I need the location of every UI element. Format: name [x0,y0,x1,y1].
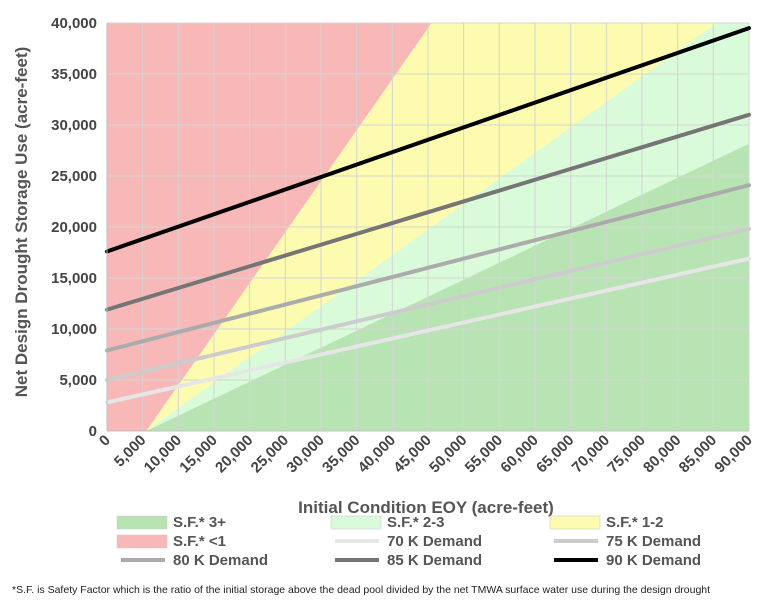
series-line-85-k-demand [105,112,751,312]
x-tick-label: 90,000 [711,432,755,476]
y-tick-label: 20,000 [51,219,97,236]
x-tick-label: 50,000 [426,432,470,476]
y-tick-label: 5,000 [59,372,97,389]
legend-label: S.F.* 1-2 [606,514,664,531]
y-tick-label: 15,000 [51,270,97,287]
x-tick-labels: 05,00010,00015,00020,00025,00030,00035,0… [96,432,756,476]
x-tick-label: 35,000 [319,432,363,476]
y-tick-label: 40,000 [51,15,97,32]
zone-sf-3-plus [146,143,749,431]
x-tick-label: 60,000 [497,432,541,476]
series-line-75-k-demand [105,227,751,382]
y-tick-labels: 0 5,000 10,000 15,000 20,000 25,000 30,000 35,0… [51,15,97,440]
x-axis-title: Initial Condition EOY (acre-feet) [298,498,554,517]
legend-label: S.F.* 2-3 [387,514,445,531]
x-tick-label: 55,000 [462,432,506,476]
gridlines [106,22,750,432]
series-line-90-k-demand [105,26,751,254]
x-tick-label: 30,000 [283,432,327,476]
legend-label: 90 K Demand [606,552,701,569]
y-tick-label: 10,000 [51,321,97,338]
series-line-70-k-demand [105,256,751,405]
y-tick-label: 0 [89,423,97,440]
y-axis-title: Net Design Drought Storage Use (acre-fee… [12,47,31,397]
legend-label: 85 K Demand [387,552,482,569]
legend-swatch-s-f-1 [116,534,168,549]
y-tick-label: 25,000 [51,168,97,185]
legend-swatch-s-f-3- [116,515,168,530]
x-tick-label: 85,000 [676,432,720,476]
legend-label: S.F.* <1 [173,533,226,550]
legend-swatch-s-f-2-3 [330,515,382,530]
legend-label: 70 K Demand [387,533,482,550]
legend-label: 75 K Demand [606,533,701,550]
legend-swatch-s-f-1-2 [549,515,601,530]
x-tick-label: 70,000 [569,432,613,476]
x-tick-label: 40,000 [355,432,399,476]
y-tick-label: 35,000 [51,66,97,83]
x-tick-label: 0 [96,432,114,450]
x-tick-label: 15,000 [176,432,220,476]
x-tick-label: 20,000 [212,432,256,476]
legend-label: S.F.* 3+ [173,514,226,531]
x-tick-label: 65,000 [533,432,577,476]
x-tick-label: 45,000 [390,432,434,476]
demand-series [105,26,751,405]
legend: S.F.* 3+ S.F.* 2-3 S.F.* 1-2 S.F.* <1 70 K D… [116,514,701,569]
x-tick-label: 25,000 [248,432,292,476]
x-tick-label: 75,000 [604,432,648,476]
x-tick-label: 80,000 [640,432,684,476]
series-line-80-k-demand [105,183,751,353]
y-tick-label: 30,000 [51,117,97,134]
axes [106,23,749,432]
x-tick-label: 10,000 [141,432,185,476]
footnote: *S.F. is Safety Factor which is the rati… [12,584,710,596]
legend-label: 80 K Demand [173,552,268,569]
